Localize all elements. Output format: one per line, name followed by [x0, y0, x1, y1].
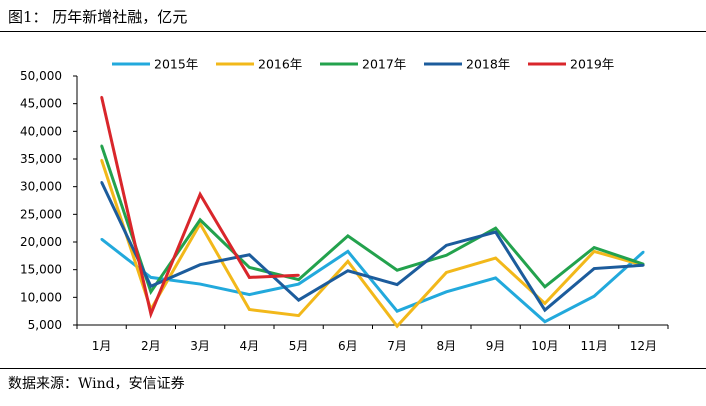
y-tick-label: 40,000: [20, 124, 62, 138]
legend-item: 2019年: [528, 57, 614, 72]
figure-title: 图1： 历年新增社融，亿元: [8, 8, 188, 26]
y-tick-label: 50,000: [20, 69, 62, 83]
data-point: [297, 314, 300, 317]
data-point: [395, 324, 399, 328]
data-point: [642, 250, 645, 254]
y-tick-label: 20,000: [20, 235, 62, 249]
data-point: [395, 269, 399, 272]
legend-item: 2016年: [216, 57, 302, 72]
legend-item: 2017年: [320, 57, 406, 72]
data-point: [543, 285, 547, 289]
data-point: [149, 285, 153, 288]
legend-item: 2015年: [112, 57, 198, 72]
y-tick-label: 15,000: [20, 263, 62, 277]
y-tick-label: 35,000: [20, 152, 62, 166]
data-point: [346, 260, 350, 263]
series-layer: [100, 95, 645, 329]
x-tick-label: 1月: [92, 339, 112, 353]
data-point: [494, 276, 497, 280]
data-point: [297, 278, 300, 281]
series-line: [100, 238, 645, 324]
series-line: [100, 145, 644, 296]
data-point: [543, 302, 547, 305]
x-tick-label: 8月: [437, 339, 457, 353]
x-tick-label: 6月: [338, 339, 358, 353]
x-tick-label: 12月: [630, 339, 657, 353]
data-point: [395, 309, 399, 313]
data-point: [642, 264, 645, 267]
data-point: [149, 290, 153, 293]
series-2016年: [100, 158, 645, 329]
data-point: [248, 276, 251, 279]
chart-legend: 2015年 2016年 2017年 2018年 2019年: [112, 57, 614, 72]
data-point: [445, 290, 448, 293]
x-tick-label: 11月: [580, 339, 607, 353]
data-point: [445, 244, 448, 247]
data-point: [100, 181, 103, 184]
x-tick-label: 10月: [531, 339, 558, 353]
data-point: [494, 226, 497, 230]
data-point: [494, 256, 497, 260]
data-point: [346, 250, 350, 253]
x-tick-label: 2月: [141, 339, 161, 353]
legend-label: 2017年: [362, 57, 406, 72]
x-tick-label: 3月: [190, 339, 210, 353]
data-point: [100, 158, 103, 162]
series-2018年: [100, 181, 645, 313]
data-point: [198, 263, 202, 266]
bottom-rule: [0, 368, 706, 369]
data-point: [100, 95, 103, 99]
data-point: [297, 282, 300, 286]
legend-label: 2018年: [466, 57, 510, 72]
y-tick-label: 45,000: [20, 97, 62, 111]
data-point: [592, 267, 596, 270]
data-point: [592, 295, 596, 298]
source-note: 数据来源：Wind，安信证券: [8, 376, 185, 392]
data-point: [100, 144, 103, 147]
data-point: [395, 283, 399, 286]
legend-item: 2018年: [424, 57, 510, 72]
series-line: [100, 181, 644, 313]
title-rule: [0, 31, 706, 32]
legend-label: 2019年: [570, 57, 614, 72]
data-point: [248, 253, 251, 256]
data-point: [543, 308, 547, 312]
data-point: [149, 276, 153, 279]
legend-label: 2016年: [258, 57, 302, 72]
data-point: [248, 308, 251, 311]
data-point: [149, 312, 153, 316]
series-line: [100, 159, 644, 329]
data-point: [198, 193, 202, 196]
data-point: [100, 238, 103, 241]
data-point: [248, 293, 251, 296]
series-2019年: [100, 95, 300, 319]
data-point: [445, 254, 448, 257]
data-point: [592, 246, 596, 249]
data-point: [248, 266, 251, 269]
x-tick-label: 9月: [486, 339, 506, 353]
data-point: [198, 282, 202, 286]
data-point: [346, 234, 350, 238]
data-point: [592, 250, 596, 253]
data-point: [543, 320, 547, 323]
x-tick-label: 7月: [387, 339, 407, 353]
y-tick-label: 30,000: [20, 180, 62, 194]
y-tick-label: 25,000: [20, 207, 62, 221]
data-point: [297, 298, 300, 302]
data-point: [297, 274, 300, 277]
series-2015年: [100, 238, 645, 324]
data-point: [346, 269, 350, 272]
legend-label: 2015年: [154, 57, 198, 72]
data-point: [198, 218, 202, 222]
y-tick-label: 5,000: [28, 318, 62, 332]
data-point: [494, 230, 497, 234]
data-point: [445, 271, 448, 274]
y-tick-label: 10,000: [20, 290, 62, 304]
series-2017年: [100, 144, 645, 296]
series-line: [100, 96, 299, 319]
x-tick-label: 4月: [240, 339, 260, 353]
chart-axes: 5,000 10,000 15,000 20,000 25,000 30,000 35,00…: [20, 69, 669, 353]
x-tick-label: 5月: [289, 339, 309, 353]
